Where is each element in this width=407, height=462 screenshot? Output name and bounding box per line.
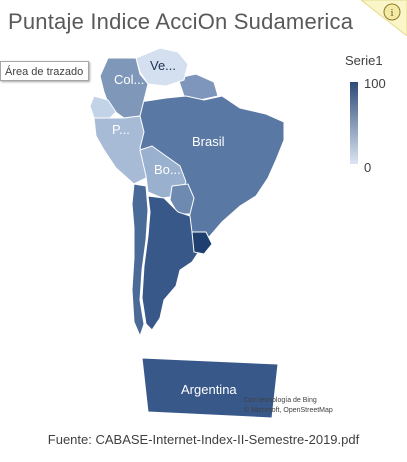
region-argentina-antartida[interactable] bbox=[141, 357, 279, 419]
legend-min-value: 0 bbox=[364, 160, 372, 175]
source-caption: Fuente: CABASE-Internet-Index-II-Semestr… bbox=[47, 432, 360, 447]
plot-area-tooltip: Área de trazado bbox=[0, 61, 89, 81]
info-icon[interactable]: i bbox=[383, 3, 401, 21]
label-colombia: Col... bbox=[114, 72, 144, 87]
region-argentina[interactable] bbox=[141, 195, 201, 331]
label-bolivia: Bo... bbox=[154, 162, 181, 177]
legend-max-value: 100 bbox=[364, 76, 386, 91]
attribution-line-2: © Microsoft, OpenStreetMap bbox=[244, 407, 333, 414]
legend-color-scale bbox=[350, 82, 358, 164]
label-venezuela: Ve... bbox=[150, 58, 176, 73]
region-chile[interactable] bbox=[131, 183, 149, 338]
label-peru: P... bbox=[112, 122, 130, 137]
info-corner[interactable]: i bbox=[361, 0, 407, 36]
label-brasil: Brasil bbox=[192, 134, 225, 149]
region-venezuela[interactable] bbox=[135, 47, 189, 87]
attribution-line-1: Con tecnología de Bing bbox=[244, 397, 317, 404]
map-attribution: Con tecnología de Bing © Microsoft, Open… bbox=[244, 396, 344, 416]
label-argentina: Argentina bbox=[181, 382, 237, 397]
svg-text:i: i bbox=[390, 7, 393, 19]
legend-title: Serie1 bbox=[345, 53, 383, 68]
chart-title: Puntaje Indice AcciOn Sudamerica bbox=[8, 9, 354, 34]
region-paraguay[interactable] bbox=[169, 183, 195, 215]
region-uruguay[interactable] bbox=[191, 231, 213, 255]
